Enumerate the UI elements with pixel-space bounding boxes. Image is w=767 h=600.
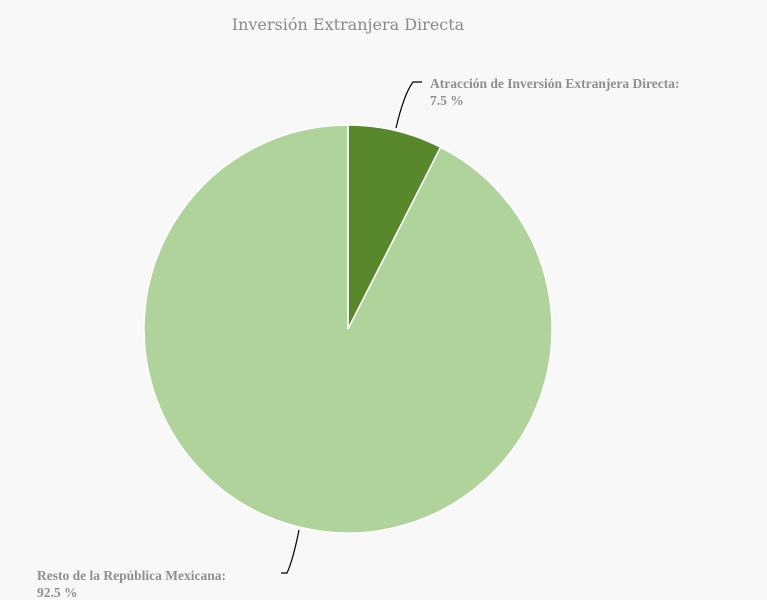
slice-label-1: Resto de la República Mexicana: bbox=[37, 568, 226, 583]
leader-line-slice-0 bbox=[395, 81, 422, 129]
slice-value-1: 92.5 % bbox=[37, 585, 78, 600]
pie-slice-0 bbox=[347, 124, 442, 330]
leader-line-slice-1 bbox=[281, 529, 300, 574]
pie-slices bbox=[143, 124, 553, 534]
slice-value-0: 7.5 % bbox=[430, 93, 464, 108]
pie-slice-1 bbox=[143, 124, 553, 534]
slice-label-0: Atracción de Inversión Extranjera Direct… bbox=[430, 76, 679, 91]
chart-title: Inversión Extranjera Directa bbox=[232, 15, 465, 34]
